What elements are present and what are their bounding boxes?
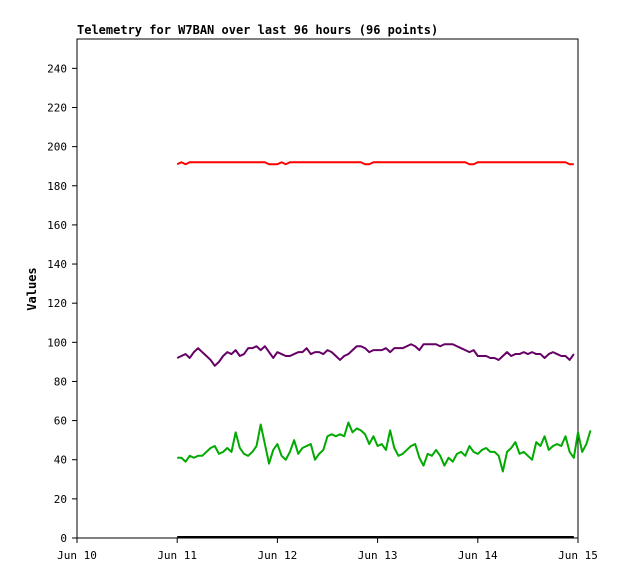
x-tick-label: Jun 12	[258, 549, 298, 562]
y-tick-label: 40	[54, 454, 67, 467]
series-line-1	[176, 343, 575, 367]
chart-title: Telemetry for W7BAN over last 96 hours (…	[77, 23, 439, 37]
x-tick-label: Jun 13	[358, 549, 398, 562]
y-tick-label: 200	[47, 141, 67, 154]
y-tick-label: 160	[47, 219, 67, 232]
plot-area	[76, 38, 579, 539]
y-tick-label: 100	[47, 336, 67, 349]
y-tick-label: 20	[54, 493, 67, 506]
y-axis-label: Values	[25, 267, 39, 311]
x-tick-label: Jun 15	[558, 549, 598, 562]
series-line-2	[177, 421, 592, 473]
y-tick-label: 80	[54, 375, 67, 388]
y-tick-label: 220	[47, 101, 67, 114]
y-tick-label: 240	[47, 62, 67, 75]
y-tick-label: 0	[60, 532, 67, 545]
x-axis-ticks: Jun 10 Jun 11 Jun 12 Jun 13 Jun 14 Jun 15	[57, 538, 598, 562]
x-tick-label: Jun 14	[458, 549, 498, 562]
series-line-0	[176, 161, 574, 166]
y-axis-ticks: 0 20 40 60 80 100 120 140 160 180 200 220 240	[47, 62, 77, 545]
series-layer	[176, 161, 592, 538]
x-tick-label: Jun 10	[57, 549, 97, 562]
y-tick-label: 140	[47, 258, 67, 271]
y-tick-label: 120	[47, 297, 67, 310]
y-tick-label: 180	[47, 180, 67, 193]
y-tick-label: 60	[54, 415, 67, 428]
x-tick-label: Jun 11	[157, 549, 197, 562]
